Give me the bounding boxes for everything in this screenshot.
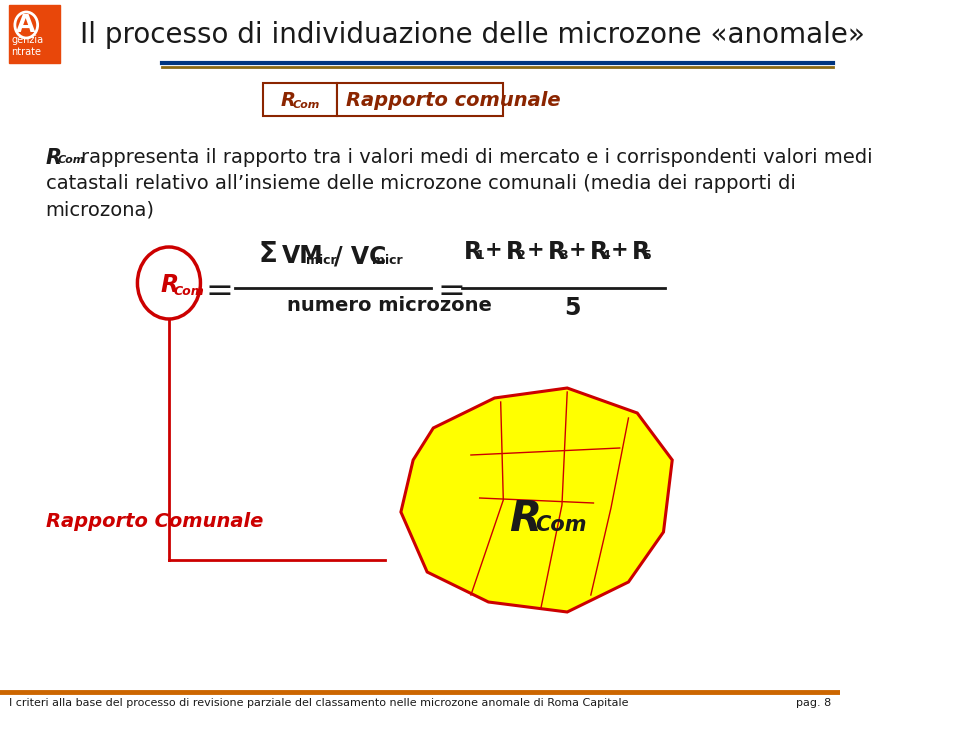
Text: numero microzone: numero microzone	[287, 296, 492, 315]
Text: VM: VM	[282, 244, 324, 268]
Text: 4: 4	[601, 249, 611, 262]
Text: R: R	[464, 240, 482, 264]
Text: 5: 5	[643, 249, 652, 262]
Text: 5: 5	[564, 296, 580, 320]
Text: Com: Com	[58, 155, 85, 165]
Text: I criteri alla base del processo di revisione parziale del classamento nelle mic: I criteri alla base del processo di revi…	[9, 698, 628, 708]
Text: R: R	[548, 240, 566, 264]
Text: Rapporto comunale: Rapporto comunale	[346, 91, 561, 110]
Text: Σ: Σ	[258, 240, 277, 268]
Text: ntrate: ntrate	[12, 47, 41, 57]
Text: =: =	[205, 275, 233, 308]
Text: R: R	[280, 91, 295, 110]
Text: R: R	[590, 240, 608, 264]
Text: R: R	[506, 240, 524, 264]
Text: =: =	[438, 275, 466, 308]
Text: A: A	[15, 13, 36, 37]
Text: +: +	[527, 240, 552, 260]
Text: 2: 2	[517, 249, 526, 262]
Text: catastali relativo all’insieme delle microzone comunali (media dei rapporti di: catastali relativo all’insieme delle mic…	[45, 174, 796, 193]
Text: Il processo di individuazione delle microzone «anomale»: Il processo di individuazione delle micr…	[81, 21, 865, 49]
Text: microzona): microzona)	[45, 200, 155, 219]
FancyBboxPatch shape	[337, 83, 503, 116]
Text: R: R	[160, 273, 179, 297]
FancyBboxPatch shape	[9, 5, 60, 63]
Text: R: R	[632, 240, 650, 264]
Text: micr: micr	[372, 254, 402, 267]
Text: R: R	[45, 148, 61, 168]
Text: +: +	[485, 240, 510, 260]
Polygon shape	[401, 388, 672, 612]
Text: Rapporto Comunale: Rapporto Comunale	[45, 512, 263, 531]
Text: +: +	[569, 240, 594, 260]
Text: 1: 1	[475, 249, 484, 262]
Text: Com: Com	[536, 515, 588, 535]
Text: genzia: genzia	[12, 35, 43, 45]
Text: / VC: / VC	[334, 244, 387, 268]
Text: micr: micr	[306, 254, 337, 267]
Text: pag. 8: pag. 8	[796, 698, 831, 708]
Text: rappresenta il rapporto tra i valori medi di mercato e i corrispondenti valori m: rappresenta il rapporto tra i valori med…	[82, 148, 873, 167]
FancyBboxPatch shape	[263, 83, 337, 116]
Text: R: R	[510, 498, 541, 540]
Text: Com: Com	[174, 285, 204, 298]
Text: Com: Com	[293, 100, 320, 110]
Text: 3: 3	[560, 249, 568, 262]
Text: +: +	[611, 240, 636, 260]
